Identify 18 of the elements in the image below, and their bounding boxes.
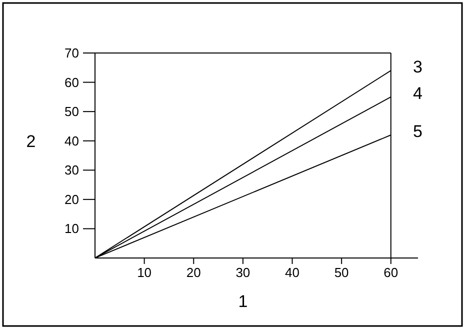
y-tick-label: 10 <box>64 221 79 236</box>
y-tick-label: 50 <box>64 104 79 120</box>
series-label: 5 <box>413 122 422 141</box>
y-tick-label: 20 <box>64 192 79 207</box>
x-tick-label: 30 <box>236 265 250 280</box>
x-tick-label: 60 <box>384 265 398 280</box>
y-tick-label: 60 <box>64 74 79 90</box>
x-tick-label: 10 <box>137 265 152 280</box>
series-label: 4 <box>413 84 422 103</box>
series-label: 3 <box>413 58 422 77</box>
y-tick-label: 40 <box>64 133 79 148</box>
x-tick-label: 50 <box>334 265 349 280</box>
y-tick-label: 30 <box>64 162 79 178</box>
x-tick-label: 20 <box>186 265 201 280</box>
y-tick-label: 70 <box>64 46 79 60</box>
x-axis-title: 1 <box>238 292 248 311</box>
x-tick-label: 40 <box>285 265 300 280</box>
y-axis-title: 2 <box>26 132 36 151</box>
